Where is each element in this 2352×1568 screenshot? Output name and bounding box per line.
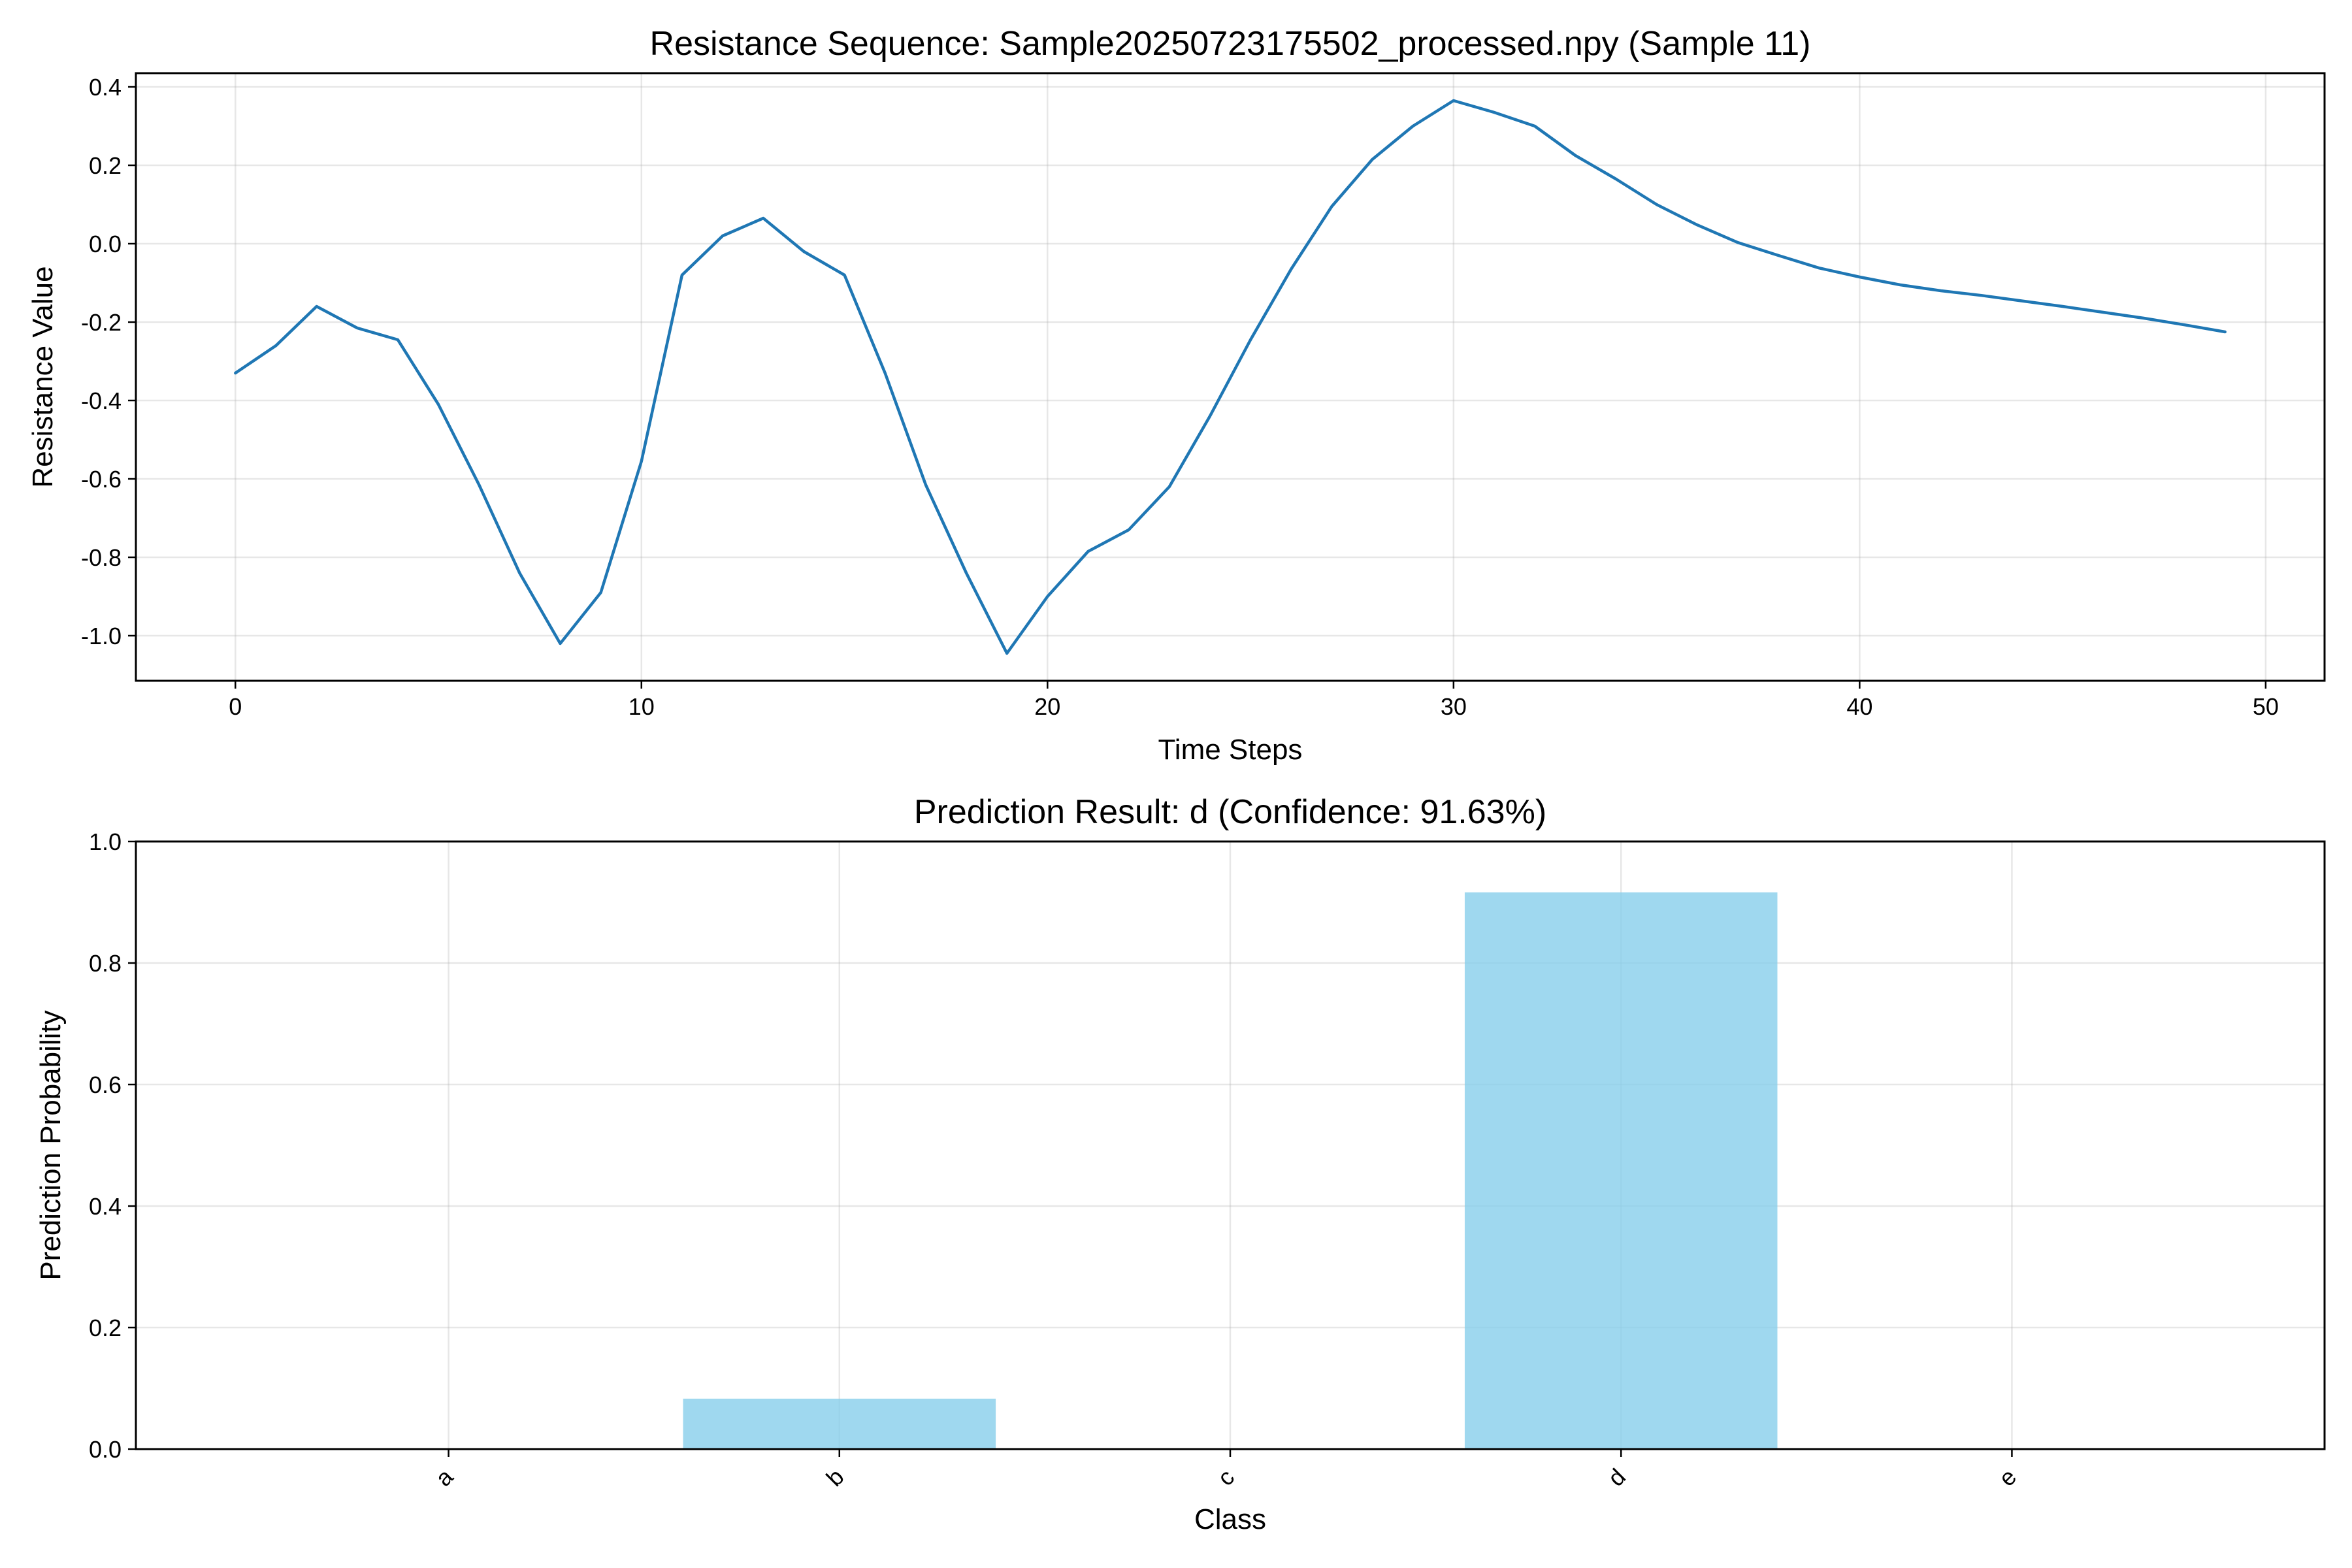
bar-y-tick-label: 1.0 [89, 828, 122, 855]
bar-y-tick-label: 0.0 [89, 1436, 122, 1463]
line-chart-y-ticks: -1.0 -0.8 -0.6 -0.4 -0.2 0.0 0.2 0.4 [81, 74, 136, 649]
bar-d [1464, 892, 1778, 1449]
line-y-tick-label: -0.6 [81, 466, 122, 493]
line-y-tick-label: -0.2 [81, 309, 122, 336]
bar-y-tick-label: 0.8 [89, 950, 122, 977]
bar-y-tick-label: 0.6 [89, 1071, 122, 1098]
line-y-tick-label: -0.8 [81, 544, 122, 571]
bar-chart-y-label: Prediction Probability [35, 1010, 67, 1280]
line-x-tick-label: 30 [1441, 693, 1467, 720]
resistance-line-chart: Resistance Sequence: Sample2025072317550… [27, 25, 2326, 766]
line-x-tick-label: 0 [229, 693, 242, 720]
line-x-tick-label: 50 [2253, 693, 2279, 720]
bar-b [683, 1398, 996, 1449]
line-chart-title: Resistance Sequence: Sample2025072317550… [650, 25, 1811, 63]
line-chart-plot [234, 99, 2227, 655]
line-chart-frame [135, 72, 2326, 682]
bar-y-tick-label: 0.2 [89, 1315, 122, 1341]
bar-chart-x-label: Class [1194, 1503, 1266, 1535]
line-x-tick-label: 40 [1846, 693, 1872, 720]
bar-chart-plot [683, 892, 1778, 1449]
bar-y-tick-label: 0.4 [89, 1193, 122, 1220]
bar-chart-title: Prediction Result: d (Confidence: 91.63%… [914, 793, 1546, 831]
line-chart-x-ticks: 0 10 20 30 40 50 [229, 681, 2279, 720]
bar-chart-y-ticks: 0.0 0.2 0.4 0.6 0.8 1.0 [89, 828, 136, 1463]
line-y-tick-label: 0.2 [89, 152, 122, 179]
line-y-tick-label: -1.0 [81, 623, 122, 649]
prediction-bar-chart: Prediction Result: d (Confidence: 91.63%… [35, 793, 2326, 1535]
line-y-tick-label: 0.0 [89, 231, 122, 257]
line-x-tick-label: 10 [629, 693, 655, 720]
line-chart-grid [136, 73, 2325, 681]
line-x-tick-label: 20 [1034, 693, 1060, 720]
line-y-tick-label: 0.4 [89, 74, 122, 101]
line-chart-y-label: Resistance Value [27, 266, 59, 487]
line-chart-x-label: Time Steps [1158, 734, 1303, 766]
resistance-series-line [234, 99, 2227, 655]
line-y-tick-label: -0.4 [81, 387, 122, 414]
